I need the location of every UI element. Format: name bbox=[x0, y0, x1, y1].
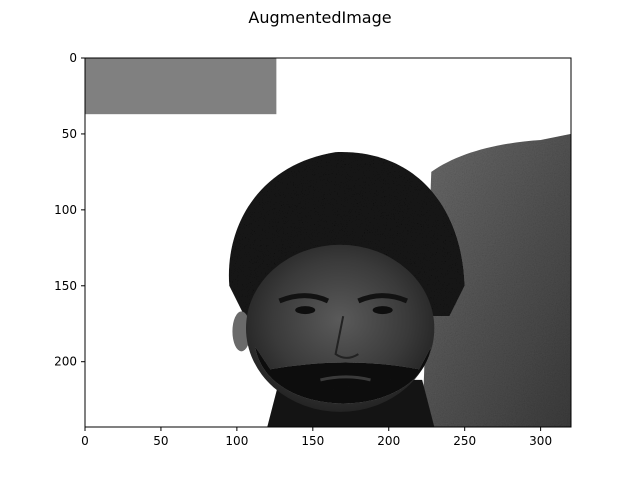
x-tick-label: 50 bbox=[153, 434, 168, 448]
y-tick-label: 100 bbox=[54, 203, 77, 217]
left-eye bbox=[295, 306, 316, 315]
beard-region bbox=[255, 346, 432, 404]
x-tick-label: 100 bbox=[225, 434, 248, 448]
x-axis: 0 50 100 150 200 250 300 bbox=[81, 427, 552, 448]
nose bbox=[334, 315, 359, 359]
x-tick-label: 300 bbox=[529, 434, 552, 448]
image-area bbox=[85, 58, 571, 427]
y-tick-label: 200 bbox=[54, 355, 77, 369]
x-tick-label: 150 bbox=[301, 434, 324, 448]
y-axis: 0 50 100 150 200 bbox=[54, 51, 85, 369]
left-brow bbox=[278, 293, 330, 304]
y-tick-label: 150 bbox=[54, 279, 77, 293]
y-tick-label: 0 bbox=[69, 51, 77, 65]
erased-patch bbox=[85, 58, 277, 115]
x-tick-label: 0 bbox=[81, 434, 89, 448]
axes-frame bbox=[84, 57, 572, 428]
mouth bbox=[320, 375, 371, 382]
x-tick-label: 250 bbox=[453, 434, 476, 448]
figure-title: AugmentedImage bbox=[248, 8, 391, 27]
ear bbox=[232, 311, 251, 352]
wall-region bbox=[422, 133, 571, 427]
x-tick-label: 200 bbox=[377, 434, 400, 448]
right-eye bbox=[372, 306, 393, 315]
right-brow bbox=[357, 293, 408, 304]
y-tick-label: 50 bbox=[62, 127, 77, 141]
